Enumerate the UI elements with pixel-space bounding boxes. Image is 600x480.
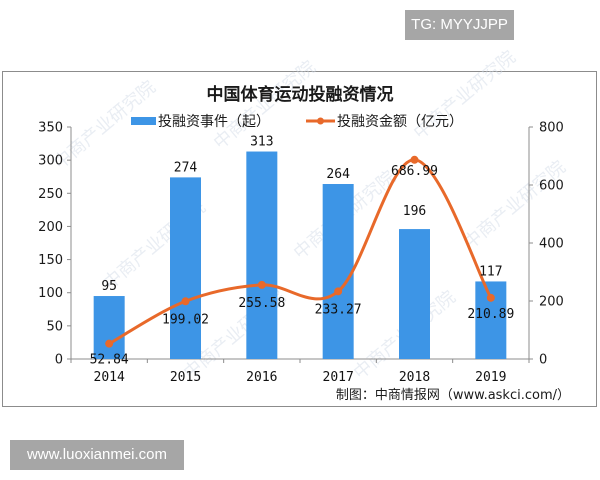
watermark-badge-bottom: www.luoxianmei.com [10,440,184,470]
line-value-label: 233.27 [315,302,362,317]
x-tick-label: 2016 [246,370,277,385]
amount-point-2019 [486,293,495,302]
x-tick-label: 2014 [94,370,125,385]
left-tick-label: 100 [38,286,63,301]
line-value-label: 52.84 [90,353,129,368]
x-tick-label: 2019 [475,370,506,385]
right-tick-label: 200 [539,295,564,310]
bar-value-label: 117 [479,264,502,279]
right-tick-label: 600 [539,179,564,194]
right-tick-label: 400 [539,237,564,252]
amount-point-2016 [257,280,266,289]
amount-point-2017 [334,287,343,296]
amount-point-2015 [181,297,190,306]
axes: 0 50 100 150 200 250 300 350 0 200 400 600 800 2014 20… [38,121,564,386]
legend-bar-swatch [131,117,156,125]
legend: 投融资事件（起） 投融资金额（亿元） [131,114,463,130]
line-value-label: 255.58 [238,296,285,311]
bar-series [93,151,507,359]
left-tick-label: 350 [38,121,63,136]
left-tick-label: 300 [38,154,63,169]
x-tick-label: 2018 [399,370,430,385]
bar-value-label: 95 [101,279,117,294]
legend-label-events: 投融资事件（起） [158,114,270,130]
watermark-text: 中商产业研究院 [50,77,160,174]
bar-2017 [322,184,354,359]
bar-value-label: 196 [403,204,426,219]
bar-value-label: 313 [250,135,273,150]
source-caption: 制图：中商情报网（www.askci.com/） [336,388,570,403]
x-tick-label: 2015 [170,370,201,385]
bar-2018 [399,229,430,359]
right-tick-label: 0 [539,353,547,368]
bar-value-label: 264 [326,167,350,182]
bar-2016 [246,151,278,359]
bar-2014 [93,296,125,359]
watermark-badge-top: TG: MYYJJPP [405,10,514,40]
x-tick-label: 2017 [323,370,354,385]
amount-point-2014 [105,339,114,348]
bar-2015 [170,177,201,359]
left-tick-label: 150 [38,253,63,268]
data-labels: 95 274 313 264 196 117 52.84 199.02 255.58 233.27… [90,135,515,368]
left-tick-label: 0 [55,353,63,368]
left-tick-label: 250 [38,187,63,202]
left-tick-label: 50 [46,319,63,334]
legend-line-marker-icon [317,117,324,125]
bar-value-label: 274 [174,160,198,175]
line-series [105,155,495,348]
left-tick-label: 200 [38,220,63,235]
chart-title: 中国体育运动投融资情况 [207,84,394,105]
line-value-label: 210.89 [467,307,514,322]
amount-point-2018 [410,155,419,164]
line-value-label: 199.02 [162,312,209,327]
line-value-label: 686.99 [391,164,438,179]
right-tick-label: 800 [539,121,564,136]
legend-label-amount: 投融资金额（亿元） [337,114,463,130]
